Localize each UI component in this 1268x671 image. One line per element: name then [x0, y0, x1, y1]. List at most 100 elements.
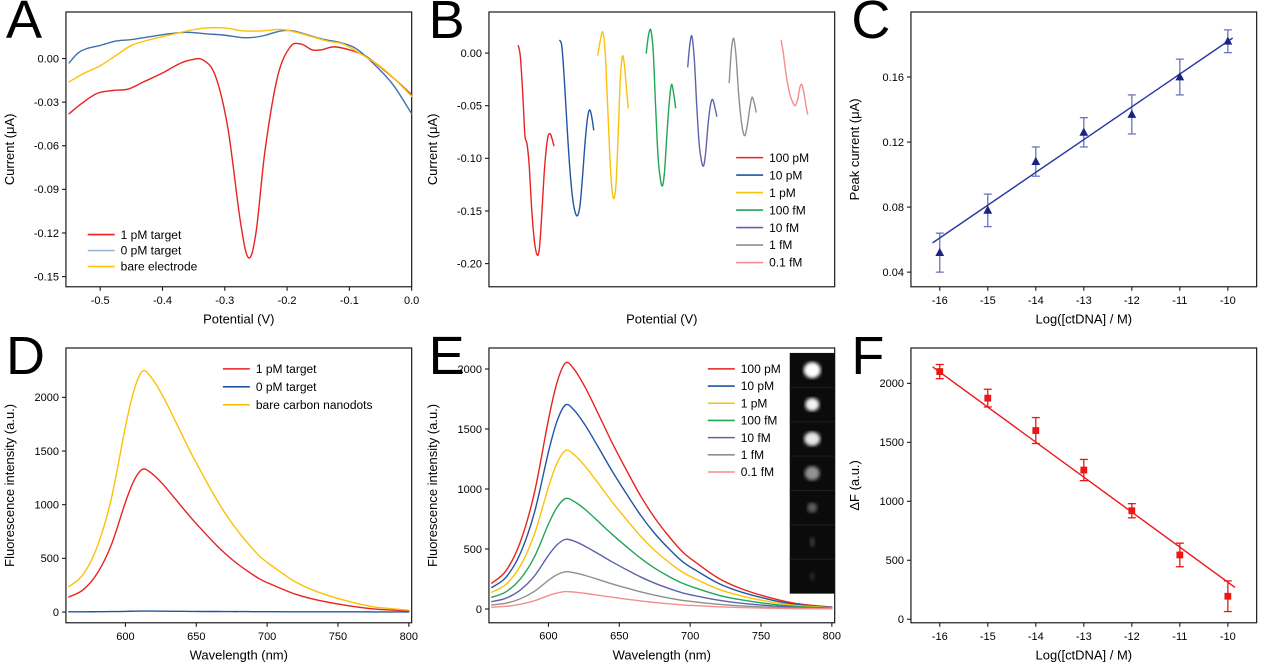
- data-point-marker: [1079, 127, 1089, 136]
- data-point-marker: [1032, 426, 1040, 434]
- legend-label: 100 fM: [769, 203, 806, 217]
- data-point-marker: [1223, 36, 1233, 45]
- y-tick-label: 1000: [457, 484, 481, 496]
- data-point-marker: [1127, 109, 1137, 118]
- y-tick-label: -0.05: [457, 100, 482, 112]
- y-tick-label: -0.03: [34, 97, 59, 109]
- x-tick-label: -0.1: [340, 295, 359, 307]
- x-tick-label: -0.2: [278, 295, 297, 307]
- x-tick-label: 700: [681, 630, 699, 642]
- y-tick-label: 0: [53, 607, 59, 619]
- y-tick-label: 2000: [880, 378, 904, 390]
- x-tick-label: 750: [329, 630, 347, 642]
- y-tick-label: 0: [476, 604, 482, 616]
- fit-line: [932, 37, 1234, 244]
- series-1-fm: [728, 37, 757, 137]
- inset-fluorescence-blob: [804, 397, 819, 411]
- x-tick-label: -14: [1028, 295, 1044, 307]
- plot-frame: [488, 11, 835, 288]
- legend-label: 100 fM: [740, 413, 777, 427]
- x-tick-label: -16: [932, 630, 948, 642]
- x-tick-label: 700: [258, 630, 276, 642]
- x-tick-label: -13: [1076, 630, 1092, 642]
- x-axis-title: Potential (V): [203, 312, 274, 327]
- x-tick-label: 600: [116, 630, 134, 642]
- panel-c-chart: -16 -15 -14 -13 -12 -11 -10 0.04 0.08 0.12 0.16 Log…: [847, 11, 1258, 327]
- x-tick-label: -12: [1124, 630, 1140, 642]
- legend-label: 0 pM target: [256, 380, 317, 394]
- legend-label: bare electrode: [121, 260, 198, 274]
- legend-label: 10 pM: [740, 379, 773, 393]
- panel-f: F -16 -15 -14 -13 -12 -11 -10 0 500 1000 1500 2000 L…: [845, 329, 1268, 671]
- x-tick-label: -12: [1124, 295, 1140, 307]
- y-tick-label: 1000: [880, 496, 904, 508]
- legend-label: 10 fM: [740, 431, 770, 445]
- x-tick-label: -13: [1076, 295, 1092, 307]
- inset-fluorescence-blob: [806, 502, 817, 513]
- x-tick-label: -11: [1173, 630, 1188, 642]
- panel-a-chart: -0.5 -0.4 -0.3 -0.2 -0.1 0.0 0.00 -0.03 -0.06 -0.…: [2, 11, 419, 327]
- series-01-fm: [780, 39, 809, 115]
- x-tick-label: -0.5: [91, 295, 110, 307]
- y-tick-label: 1500: [35, 446, 59, 458]
- series-01-fm: [490, 590, 833, 610]
- legend-label: 100 pM: [740, 362, 780, 376]
- inset-fluorescence-blob: [803, 361, 821, 378]
- y-tick-label: 0.12: [883, 137, 904, 149]
- data-point-marker: [1224, 592, 1232, 600]
- x-tick-label: 0.0: [404, 295, 419, 307]
- series-100-pm: [490, 361, 833, 608]
- legend-label: 10 pM: [769, 168, 802, 182]
- inset-fluorescence-blob: [803, 431, 820, 446]
- y-tick-label: -0.15: [34, 271, 59, 283]
- data-point-marker: [983, 205, 993, 214]
- series-0-pm-target: [68, 29, 413, 115]
- y-tick-label: 0.08: [883, 202, 904, 214]
- series-100-fm: [490, 497, 833, 609]
- inset-fluorescence-blob: [809, 571, 815, 581]
- data-point-marker: [984, 394, 992, 402]
- legend-label: 1 pM target: [121, 228, 182, 242]
- y-axis-title: Peak current (μA): [847, 98, 862, 200]
- series-100-pm: [517, 44, 555, 257]
- data-point-marker: [935, 247, 945, 257]
- panel-label-a: A: [6, 0, 43, 50]
- plot-frame: [65, 347, 413, 624]
- legend-label: 1 fM: [740, 448, 763, 462]
- series-1-pm-target: [68, 42, 413, 259]
- series-1-fm: [490, 570, 833, 610]
- panel-b-chart: 0.00 -0.05 -0.10 -0.15 -0.20 Potential (V) Cur…: [425, 11, 835, 327]
- x-axis-title: Log([ctDNA] / M): [1036, 647, 1133, 662]
- fit-line: [932, 366, 1236, 588]
- y-tick-label: -0.20: [457, 258, 482, 270]
- series-bare-electrode: [68, 26, 413, 98]
- y-tick-label: -0.15: [457, 206, 482, 218]
- series-0-pm-target: [68, 610, 410, 613]
- y-tick-label: 500: [463, 544, 481, 556]
- inset-fluorescence-blob: [804, 466, 820, 481]
- y-tick-label: 0: [898, 614, 904, 626]
- panel-d: D 600 650 700 750 800 0 500 1000 1500 2000 Wavelen…: [0, 329, 423, 671]
- panel-d-chart: 600 650 700 750 800 0 500 1000 1500 2000 Wavelengt…: [2, 347, 418, 662]
- y-tick-label: -0.12: [34, 228, 59, 240]
- y-tick-label: 0.00: [460, 48, 481, 60]
- x-axis-title: Potential (V): [626, 312, 697, 327]
- panel-e: E 600 650 700 750 800 0 500 1000 1500 2000 Wavelen…: [423, 329, 846, 671]
- series-1-pm: [490, 449, 833, 609]
- y-tick-label: 1000: [35, 499, 59, 511]
- legend-label: 0 pM target: [121, 244, 182, 258]
- legend-label: 1 pM: [769, 186, 796, 200]
- x-axis-title: Wavelength (nm): [190, 647, 288, 662]
- y-axis-title: Fluorescence intensity (a.u.): [425, 404, 440, 567]
- x-tick-label: -14: [1028, 630, 1044, 642]
- series-10-fm: [490, 538, 833, 609]
- data-point-marker: [1175, 72, 1185, 81]
- panel-label-e: E: [428, 325, 465, 386]
- y-tick-label: -0.09: [34, 184, 59, 196]
- series-10-fm: [686, 34, 718, 167]
- legend-label: 100 pM: [769, 151, 809, 165]
- data-point-marker: [1031, 156, 1041, 165]
- legend-label: 1 pM: [740, 396, 767, 410]
- legend-label: bare carbon nanodots: [256, 398, 373, 412]
